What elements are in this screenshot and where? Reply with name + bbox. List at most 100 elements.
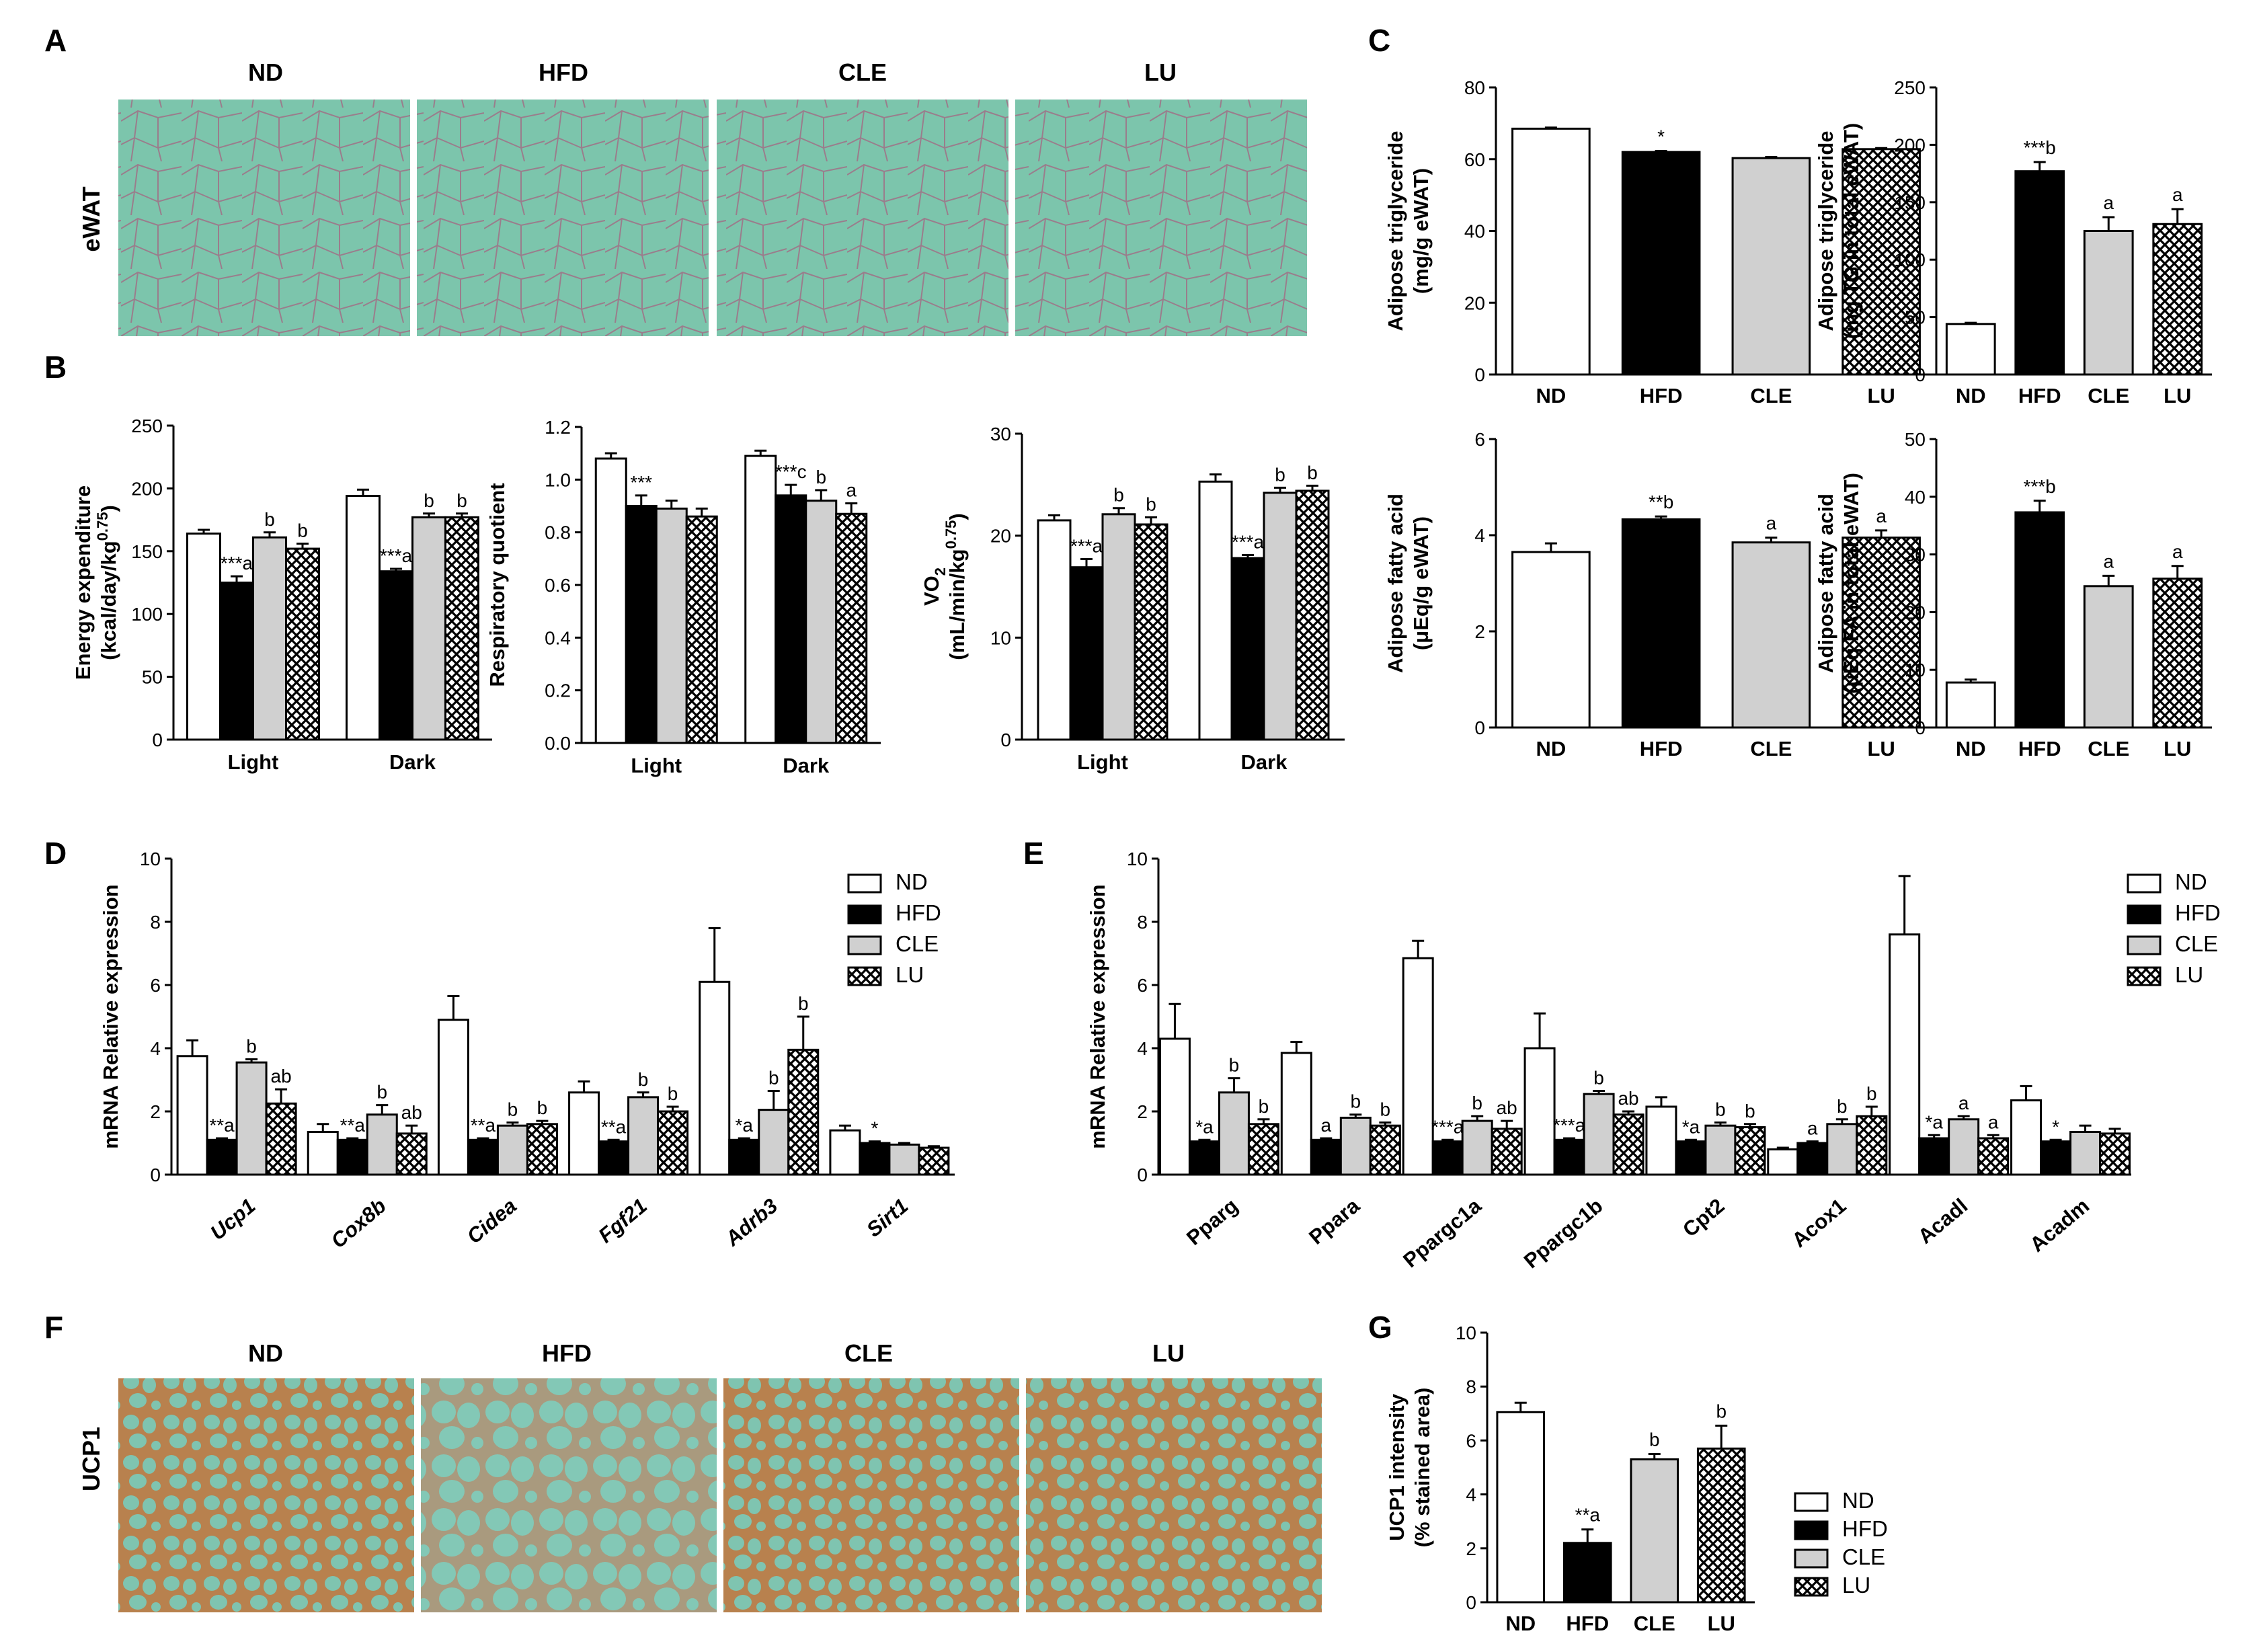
significance-label: b [297,520,308,541]
significance-label: a [2103,192,2114,213]
bar-ppargc1a-lu [1491,1128,1523,1176]
y-tick-label: 0 [1474,717,1485,738]
y-tick-label: 10 [1127,849,1148,869]
x-tick-label: ND [1536,384,1566,407]
significance-label: b [638,1069,649,1090]
bar-ppargc1b-hfd [1553,1138,1585,1176]
bar-dark-nd [346,495,381,741]
significance-label: ***b [2024,137,2056,158]
ucp1-cle-micrograph [723,1378,1019,1612]
y-tick-label: 4 [1137,1038,1148,1059]
x-tick-label: Fgf21 [594,1194,651,1248]
panel-a-row-label: eWAT [77,186,105,251]
x-tick-label: Ppargc1a [1398,1193,1486,1272]
bar-sirt1-hfd [859,1142,891,1176]
y-axis-label: Adipose fatty acid [1814,494,1837,673]
y-tick-label: 4 [150,1038,161,1059]
significance-label: a [1876,506,1887,526]
bar-light-hfd [219,582,254,741]
y-tick-label: 6 [1137,975,1148,996]
bar-cox8b-nd [307,1131,339,1176]
bar-hfd [1621,151,1701,376]
y-axis-label: (kcal/day/kg0.75) [94,505,120,660]
bar-acox1-hfd [1796,1142,1829,1176]
bar-cpt2-nd [1645,1105,1677,1176]
ewat-lu-micrograph [1015,100,1307,336]
legend-label-lu: LU [896,962,924,987]
bar-cidea-lu [526,1123,558,1176]
bar-ucp1-hfd [206,1138,238,1176]
y-axis-label: (% stained area) [1411,1388,1434,1548]
legend-swatch-nd [847,873,882,894]
bar-cle [2083,230,2134,376]
bar-cox8b-cle [366,1113,398,1176]
bar-pparg-nd [1158,1037,1191,1176]
legend-label-lu: LU [2175,962,2203,987]
y-tick-label: 40 [1905,487,1926,508]
bar-acadm-hfd [2040,1140,2072,1176]
y-axis-label: VO2 [920,567,949,606]
significance-label: b [1259,1096,1269,1117]
x-tick-label: Light [631,754,682,777]
bar-acadl-cle [1948,1118,1980,1176]
bar-hfd [2014,511,2065,729]
bar-sirt1-cle [888,1143,920,1176]
bar-acadl-lu [1977,1137,2010,1176]
x-tick-label: Cox8b [327,1194,391,1253]
legend-g: ND HFD CLE LU [1794,1488,1888,1598]
legend-swatch-nd [2127,873,2162,894]
bar-acadm-nd [2010,1099,2043,1176]
y-axis-label: mRNA Relative expression [99,884,122,1148]
panel-f-row-label: UCP1 [77,1427,105,1491]
bar-ppara-cle [1339,1116,1372,1176]
legend-d: ND HFD CLE LU [847,869,941,987]
bar-acadm-lu [2099,1132,2131,1176]
y-axis-label: Adipose triglyceride [1814,130,1837,331]
bar-fgf21-nd [568,1091,600,1176]
significance-label: b [424,490,434,511]
panel-label-g: G [1368,1310,1392,1345]
panel-f-images: ND HFD CLE LU UCP1 [77,1339,1322,1612]
legend-label-cle: CLE [896,931,939,956]
x-tick-label: LU [2164,737,2191,760]
panel-f-col-cle: CLE [844,1339,893,1367]
significance-label: ***a [221,553,253,574]
significance-label: ab [401,1102,422,1123]
y-tick-label: 60 [1464,149,1485,170]
bar-cle [1731,157,1811,376]
y-tick-label: 4 [1466,1485,1476,1505]
bar-dark-lu [1295,489,1330,741]
bar-fgf21-cle [627,1096,660,1176]
x-tick-label: HFD [2018,737,2061,760]
bar-dark-cle [1263,491,1298,741]
y-tick-label: 6 [1474,429,1485,450]
panel-label-b: B [44,350,67,385]
y-tick-label: 0 [1000,730,1011,750]
significance-label: * [1657,126,1665,147]
bar-pparg-cle [1218,1091,1250,1176]
legend-swatch-lu [2127,966,2162,986]
bar-cidea-hfd [467,1138,499,1176]
bar-cpt2-hfd [1675,1140,1707,1176]
bar-light-nd [1037,519,1072,741]
significance-label: b [1113,485,1124,506]
y-tick-label: 10 [140,849,161,869]
y-tick-label: 150 [1894,192,1926,213]
bar-lu [2152,223,2203,376]
y-tick-label: 50 [1905,307,1926,328]
legend-label-hfd: HFD [1842,1516,1888,1541]
bar-ppargc1a-nd [1402,957,1434,1176]
y-tick-label: 10 [1905,660,1926,680]
bar-dark-hfd [379,570,413,741]
significance-label: b [508,1099,518,1119]
bar-light-cle [1101,513,1136,741]
bar-dark-lu [444,516,479,741]
bar-cpt2-cle [1704,1124,1737,1176]
chart-g: 0 2 4 6 8 10 UCP1 intensity (% stained area) ND *… [1385,1323,1755,1635]
bar-dark-cle [805,500,838,744]
bar-acadm-cle [2069,1131,2102,1176]
y-tick-label: 0.0 [545,733,571,754]
